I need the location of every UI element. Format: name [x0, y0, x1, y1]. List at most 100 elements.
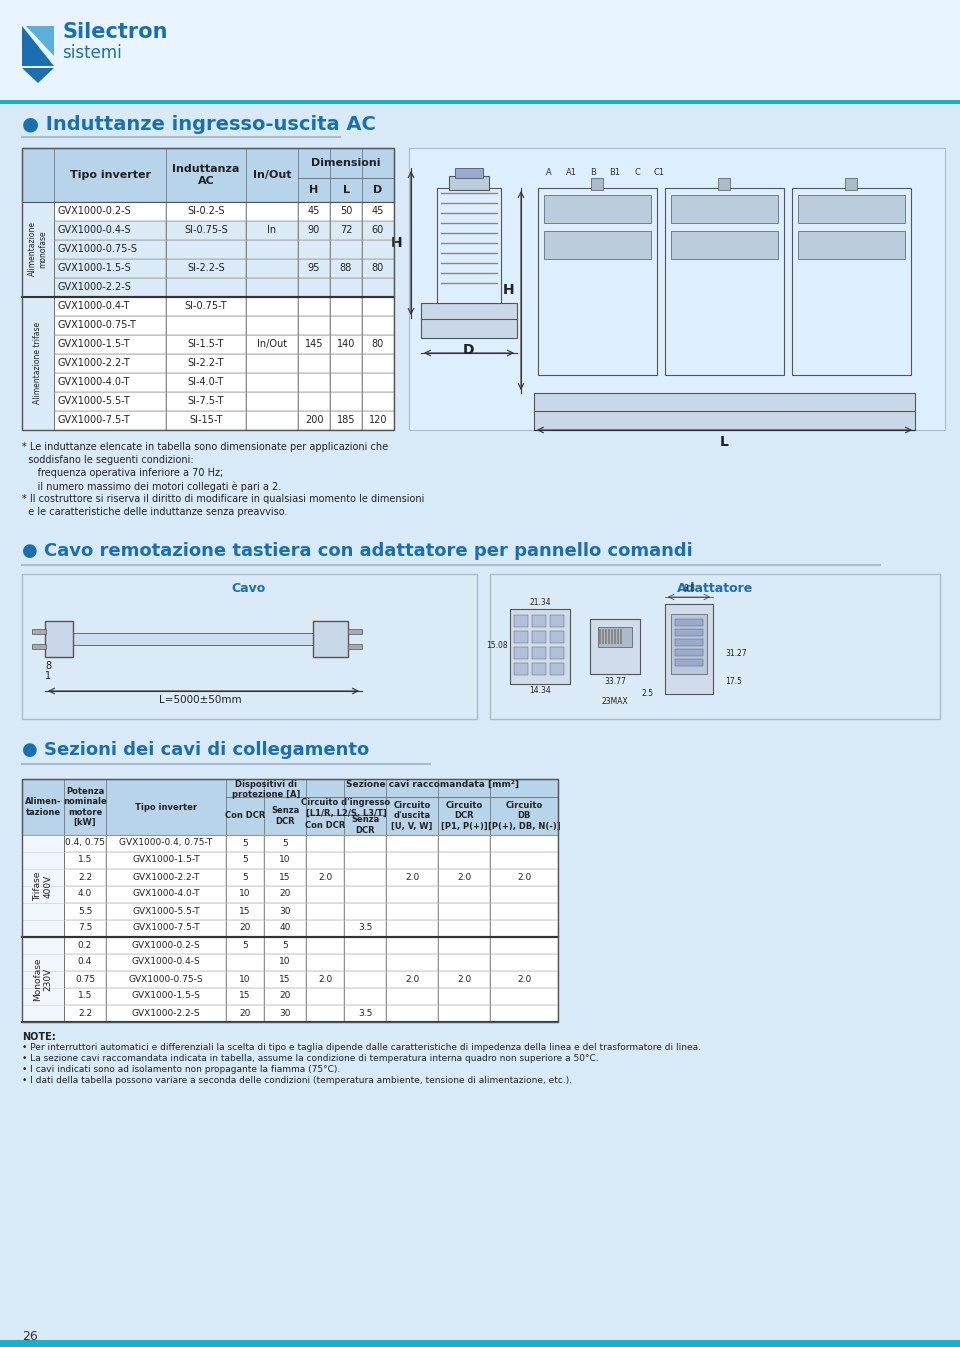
Bar: [306, 869, 344, 886]
Bar: [344, 987, 386, 1005]
Text: 10: 10: [279, 958, 291, 967]
Bar: [298, 392, 330, 411]
Text: * Le induttanze elencate in tabella sono dimensionate per applicazioni che: * Le induttanze elencate in tabella sono…: [22, 442, 388, 453]
Text: 15: 15: [279, 873, 291, 881]
Bar: [608, 629, 610, 644]
Bar: [226, 886, 264, 902]
Text: D: D: [373, 185, 383, 195]
Bar: [166, 277, 246, 296]
Text: 2.0: 2.0: [405, 974, 420, 983]
Bar: [64, 938, 106, 954]
Text: 2.0: 2.0: [516, 974, 531, 983]
Bar: [438, 853, 490, 869]
Bar: [298, 240, 330, 259]
Bar: [166, 221, 246, 240]
Bar: [22, 574, 477, 719]
Bar: [665, 603, 713, 694]
Bar: [362, 317, 394, 335]
Text: 2.0: 2.0: [318, 974, 332, 983]
Bar: [246, 296, 298, 317]
Bar: [64, 987, 106, 1005]
Text: Circuito
d'uscita
[U, V, W]: Circuito d'uscita [U, V, W]: [392, 801, 433, 831]
Text: 0.75: 0.75: [75, 974, 95, 983]
Bar: [490, 902, 558, 920]
Bar: [386, 902, 438, 920]
Bar: [106, 835, 226, 853]
Text: GVX1000-1.5-T: GVX1000-1.5-T: [132, 855, 200, 865]
Bar: [54, 317, 166, 335]
Bar: [792, 189, 911, 374]
Text: Circuito d'ingresso
[L1/R, L2/S, L3/T]: Circuito d'ingresso [L1/R, L2/S, L3/T]: [301, 797, 391, 818]
Bar: [532, 647, 546, 659]
Text: 20: 20: [239, 1009, 251, 1017]
Bar: [538, 189, 657, 374]
Bar: [226, 987, 264, 1005]
Bar: [344, 954, 386, 971]
Bar: [106, 902, 226, 920]
Bar: [32, 629, 46, 634]
Bar: [246, 317, 298, 335]
Bar: [264, 902, 306, 920]
Bar: [344, 886, 386, 902]
Text: L=5000±50mm: L=5000±50mm: [158, 695, 241, 704]
Text: 2.2: 2.2: [78, 1009, 92, 1017]
Text: 0.2: 0.2: [78, 940, 92, 950]
Bar: [362, 373, 394, 392]
Text: GVX1000-1.5-T: GVX1000-1.5-T: [58, 339, 131, 349]
Bar: [0, 1340, 960, 1347]
Bar: [22, 938, 64, 1022]
Text: GVX1000-0.4, 0.75-T: GVX1000-0.4, 0.75-T: [119, 838, 212, 847]
Bar: [490, 1005, 558, 1022]
Text: A1: A1: [565, 168, 577, 176]
Bar: [362, 354, 394, 373]
Text: NOTE:: NOTE:: [22, 1032, 56, 1043]
Text: 8: 8: [45, 661, 51, 671]
Text: 90: 90: [308, 225, 320, 234]
Text: sistemi: sistemi: [62, 44, 122, 62]
Bar: [226, 902, 264, 920]
Text: GVX1000-4.0-T: GVX1000-4.0-T: [58, 377, 131, 387]
Text: 0.4: 0.4: [78, 958, 92, 967]
Bar: [22, 148, 394, 202]
Text: H: H: [309, 185, 319, 195]
Text: GVX1000-0.75-T: GVX1000-0.75-T: [58, 321, 137, 330]
Bar: [421, 303, 517, 319]
Text: 50: 50: [340, 206, 352, 216]
Text: • La sezione cavi raccomandata indicata in tabella, assume la condizione di temp: • La sezione cavi raccomandata indicata …: [22, 1053, 599, 1063]
Bar: [438, 869, 490, 886]
Bar: [64, 835, 106, 853]
Bar: [490, 920, 558, 938]
Bar: [166, 202, 246, 221]
Bar: [490, 954, 558, 971]
Bar: [54, 277, 166, 296]
Text: 5: 5: [282, 940, 288, 950]
Bar: [344, 902, 386, 920]
Text: GVX1000-0.4-T: GVX1000-0.4-T: [58, 300, 131, 311]
Bar: [490, 971, 558, 987]
Text: 2.5: 2.5: [641, 690, 653, 699]
Text: 8.8: 8.8: [684, 585, 695, 593]
Bar: [330, 296, 362, 317]
Bar: [490, 853, 558, 869]
Text: C1: C1: [654, 168, 664, 176]
Text: 33.77: 33.77: [604, 678, 626, 686]
Bar: [386, 938, 438, 954]
Bar: [22, 202, 54, 296]
Text: 72: 72: [340, 225, 352, 234]
Text: B: B: [590, 168, 596, 176]
Text: 95: 95: [308, 263, 321, 273]
Text: * Il costruttore si riserva il diritto di modificare in qualsiasi momento le dim: * Il costruttore si riserva il diritto d…: [22, 494, 424, 504]
Bar: [45, 621, 73, 657]
Bar: [330, 317, 362, 335]
Bar: [348, 644, 362, 649]
Bar: [54, 392, 166, 411]
Text: 80: 80: [372, 263, 384, 273]
Text: GVX1000-2.2-T: GVX1000-2.2-T: [58, 358, 131, 368]
Text: 2.0: 2.0: [516, 873, 531, 881]
Bar: [614, 629, 616, 644]
Bar: [64, 920, 106, 938]
Bar: [246, 277, 298, 296]
Bar: [306, 920, 344, 938]
Text: 1.5: 1.5: [78, 991, 92, 1001]
Bar: [298, 317, 330, 335]
